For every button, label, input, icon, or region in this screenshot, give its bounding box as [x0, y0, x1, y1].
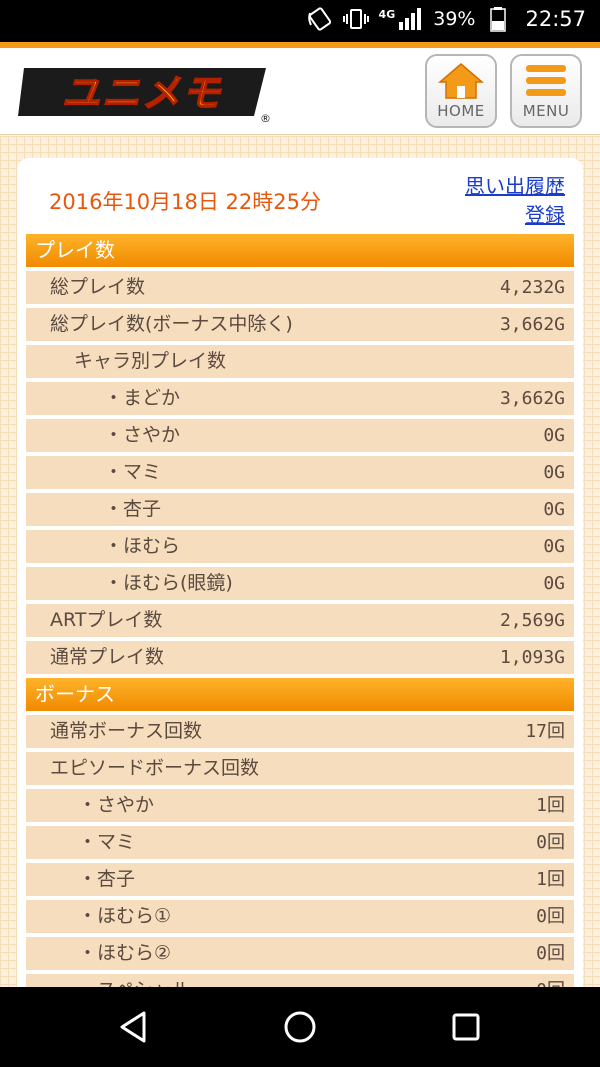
row-label: ・ほむら①	[78, 905, 172, 927]
battery-icon	[485, 6, 511, 32]
row-label: ・ほむら	[104, 535, 181, 557]
table-row: 通常プレイ数 1,093G	[26, 641, 574, 674]
row-label: ・スペシャル	[78, 974, 191, 987]
row-value: 1回	[536, 869, 565, 890]
row-value: 0回	[536, 906, 565, 927]
row-value: 0G	[543, 536, 565, 557]
history-link[interactable]: 思い出履歴	[465, 174, 565, 198]
recent-apps-icon[interactable]	[446, 1007, 486, 1047]
row-label: ・さやか	[104, 424, 181, 446]
row-label: 通常ボーナス回数	[50, 720, 203, 742]
row-value: 0回	[536, 974, 565, 987]
row-label: 総プレイ数(ボーナス中除く)	[50, 313, 293, 335]
row-value: 0G	[543, 425, 565, 446]
row-label: ARTプレイ数	[50, 609, 163, 631]
home-button[interactable]: HOME	[425, 54, 497, 128]
svg-text:®: ®	[260, 112, 271, 124]
row-value: 0G	[543, 573, 565, 594]
table-row: ・スペシャル 0回	[26, 974, 574, 987]
home-circle-icon[interactable]	[280, 1007, 320, 1047]
row-value: 1,093G	[499, 647, 565, 668]
menu-button[interactable]: MENU	[510, 54, 582, 128]
menu-label: MENU	[522, 102, 570, 120]
nfc-icon	[307, 6, 333, 32]
svg-text:ユニメモ: ユニメモ	[62, 71, 222, 115]
table-row: ・さやか 1回	[26, 789, 574, 822]
home-label: HOME	[437, 102, 485, 120]
table-row: ・ほむら② 0回	[26, 937, 574, 970]
register-link[interactable]: 登録	[525, 203, 565, 227]
row-value: 0G	[543, 499, 565, 520]
section-header-plays: プレイ数	[26, 234, 574, 267]
row-label: ・ほむら(眼鏡)	[104, 572, 233, 594]
battery-percent: 39%	[433, 8, 476, 30]
card-links: 思い出履歴 登録	[465, 172, 565, 230]
row-label: ・杏子	[78, 868, 136, 890]
android-nav-bar	[0, 987, 600, 1067]
section-header-bonus: ボーナス	[26, 678, 574, 711]
site-header: ユニメモ ® HOME MENU	[0, 42, 600, 135]
site-logo[interactable]: ユニメモ ®	[16, 60, 274, 125]
main-content[interactable]: 2016年10月18日 22時25分 思い出履歴 登録 プレイ数 総プレイ数 4…	[0, 136, 600, 987]
signal-icon	[397, 6, 423, 32]
record-datetime: 2016年10月18日 22時25分	[49, 190, 322, 214]
stats-table: プレイ数 総プレイ数 4,232G 総プレイ数(ボーナス中除く) 3,662G …	[26, 234, 574, 987]
play-record-card: 2016年10月18日 22時25分 思い出履歴 登録 プレイ数 総プレイ数 4…	[17, 158, 583, 987]
status-bar: 4G 39% 22:57	[0, 0, 600, 42]
network-type: 4G	[378, 7, 396, 21]
table-row: ARTプレイ数 2,569G	[26, 604, 574, 637]
row-value: 0回	[536, 832, 565, 853]
row-label: 総プレイ数	[50, 276, 146, 298]
row-label: 通常プレイ数	[50, 646, 165, 668]
row-value: 3,662G	[499, 388, 565, 409]
row-value: 0G	[543, 462, 565, 483]
table-row: ・ほむら 0G	[26, 530, 574, 563]
table-row: エピソードボーナス回数	[26, 752, 574, 785]
table-row: ・まどか 3,662G	[26, 382, 574, 415]
table-row: 総プレイ数 4,232G	[26, 271, 574, 304]
clock: 22:57	[525, 7, 586, 31]
row-value: 1回	[536, 795, 565, 816]
vibrate-icon	[342, 6, 369, 32]
row-label: ・マミ	[104, 461, 162, 483]
row-value: 4,232G	[499, 277, 565, 298]
house-icon	[427, 56, 495, 102]
hamburger-icon	[512, 56, 580, 102]
row-label: ・ほむら②	[78, 942, 172, 964]
table-row: ・杏子 1回	[26, 863, 574, 896]
row-value: 17回	[525, 721, 565, 742]
row-label: ・さやか	[78, 794, 155, 816]
row-label: ・まどか	[104, 387, 181, 409]
table-row: ・さやか 0G	[26, 419, 574, 452]
table-row: ・杏子 0G	[26, 493, 574, 526]
table-row: 総プレイ数(ボーナス中除く) 3,662G	[26, 308, 574, 341]
table-row: 通常ボーナス回数 17回	[26, 715, 574, 748]
row-label: ・杏子	[104, 498, 162, 520]
table-row: ・マミ 0回	[26, 826, 574, 859]
row-label: ・マミ	[78, 831, 136, 853]
row-value: 0回	[536, 943, 565, 964]
table-row: ・マミ 0G	[26, 456, 574, 489]
row-value: 2,569G	[499, 610, 565, 631]
table-row: ・ほむら① 0回	[26, 900, 574, 933]
back-icon[interactable]	[114, 1007, 154, 1047]
table-row: キャラ別プレイ数	[26, 345, 574, 378]
table-row: ・ほむら(眼鏡) 0G	[26, 567, 574, 600]
row-label: キャラ別プレイ数	[74, 350, 227, 372]
row-value: 3,662G	[499, 314, 565, 335]
row-label: エピソードボーナス回数	[50, 757, 260, 779]
